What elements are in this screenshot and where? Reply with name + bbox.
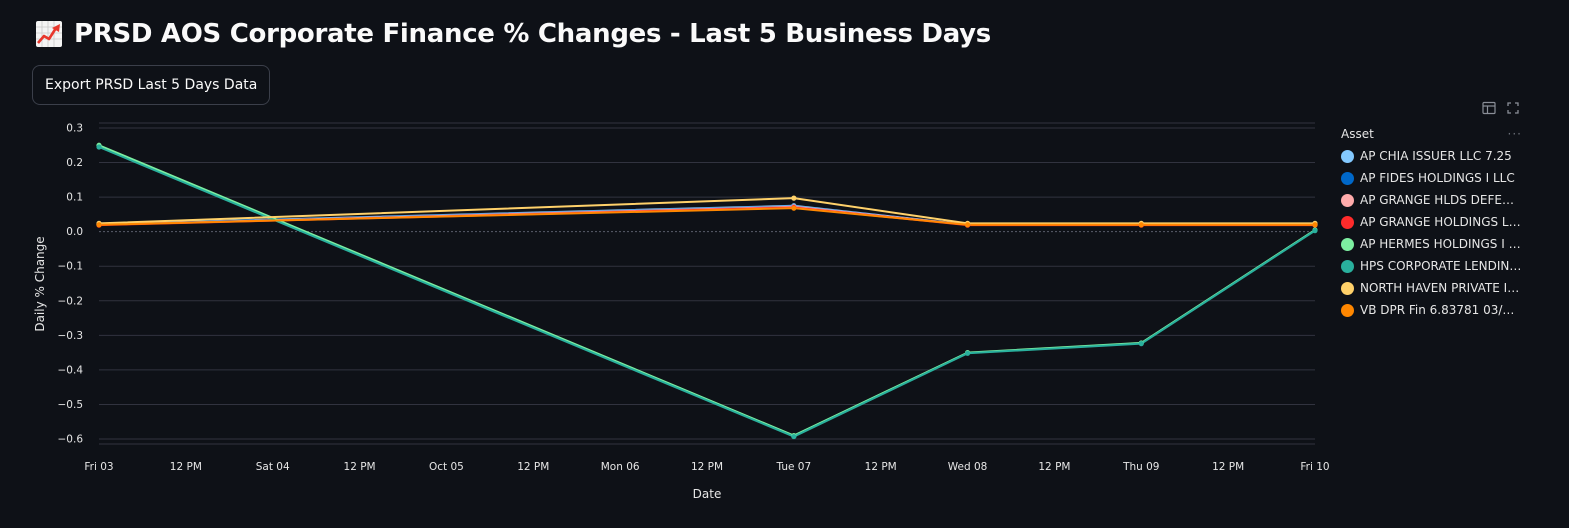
y-axis-title: Daily % Change bbox=[33, 236, 47, 331]
x-tick-label: 12 PM bbox=[1212, 461, 1244, 473]
legend-swatch bbox=[1341, 303, 1354, 317]
export-data-button[interactable]: Export PRSD Last 5 Days Data bbox=[32, 65, 271, 105]
legend-label: HPS CORPORATE LENDING FUND bbox=[1360, 259, 1522, 273]
x-tick-label: 12 PM bbox=[691, 461, 723, 473]
y-tick-label: −0.1 bbox=[58, 261, 84, 273]
series-line-ap-hermes-holdings-i-llc[interactable] bbox=[98, 144, 1316, 437]
y-tick-label: 0.0 bbox=[66, 226, 83, 238]
legend-swatch bbox=[1341, 237, 1354, 251]
page-header: PRSD AOS Corporate Finance % Changes - L… bbox=[34, 14, 991, 54]
y-tick-label: −0.5 bbox=[58, 399, 84, 411]
x-tick-label: 12 PM bbox=[344, 461, 376, 473]
x-tick-label: Mon 06 bbox=[601, 461, 640, 473]
legend-label: NORTH HAVEN PRIVATE INCOME bbox=[1360, 281, 1522, 295]
legend-item[interactable]: AP GRANGE HLDS DEFERRED bbox=[1341, 189, 1526, 211]
data-point-hps-corporate-lending-fund[interactable] bbox=[791, 433, 797, 440]
legend-item[interactable]: AP HERMES HOLDINGS I LLC bbox=[1341, 233, 1526, 255]
data-point-vb-dpr-fin-6-83781-03-15-2030[interactable] bbox=[96, 222, 102, 228]
y-tick-label: 0.1 bbox=[66, 192, 83, 204]
x-tick-label: 12 PM bbox=[517, 461, 549, 473]
legend-label: AP HERMES HOLDINGS I LLC bbox=[1360, 237, 1522, 251]
x-tick-label: Fri 03 bbox=[84, 461, 113, 473]
y-tick-label: −0.2 bbox=[58, 295, 84, 307]
x-tick-label: Wed 08 bbox=[948, 461, 988, 473]
legend-swatch bbox=[1341, 215, 1354, 229]
legend-item[interactable]: AP GRANGE HOLDINGS LLC bbox=[1341, 211, 1526, 233]
x-tick-label: 12 PM bbox=[1038, 461, 1070, 473]
chart-legend: Asset ··· AP CHIA ISSUER LLC 7.25 AP FIDE… bbox=[1341, 127, 1526, 321]
legend-label: AP GRANGE HOLDINGS LLC bbox=[1360, 215, 1522, 229]
legend-label: AP FIDES HOLDINGS I LLC bbox=[1360, 171, 1515, 185]
data-point-hps-corporate-lending-fund[interactable] bbox=[96, 144, 102, 150]
legend-label: VB DPR Fin 6.83781 03/15/2030 bbox=[1360, 303, 1522, 317]
y-tick-label: −0.3 bbox=[58, 330, 84, 342]
series-line-hps-corporate-lending-fund[interactable] bbox=[98, 146, 1316, 438]
chart-increasing-icon bbox=[34, 19, 64, 49]
table-icon[interactable] bbox=[1482, 101, 1498, 117]
x-axis-title: Date bbox=[693, 487, 722, 501]
legend-item[interactable]: NORTH HAVEN PRIVATE INCOME bbox=[1341, 277, 1526, 299]
data-point-hps-corporate-lending-fund[interactable] bbox=[1138, 341, 1144, 347]
legend-swatch bbox=[1341, 193, 1354, 207]
legend-item[interactable]: AP CHIA ISSUER LLC 7.25 bbox=[1341, 145, 1526, 167]
y-tick-label: −0.4 bbox=[58, 364, 84, 376]
legend-swatch bbox=[1341, 171, 1354, 185]
data-point-hps-corporate-lending-fund[interactable] bbox=[964, 350, 971, 356]
legend-item[interactable]: AP FIDES HOLDINGS I LLC bbox=[1341, 167, 1526, 189]
fullscreen-icon[interactable] bbox=[1506, 101, 1522, 117]
data-point-vb-dpr-fin-6-83781-03-15-2030[interactable] bbox=[791, 205, 797, 211]
y-tick-label: 0.2 bbox=[66, 157, 83, 169]
x-tick-label: Sat 04 bbox=[256, 461, 290, 473]
y-tick-label: −0.6 bbox=[58, 434, 84, 446]
x-tick-label: 12 PM bbox=[865, 461, 897, 473]
legend-label: AP GRANGE HLDS DEFERRED bbox=[1360, 193, 1522, 207]
x-tick-label: Oct 05 bbox=[429, 461, 464, 473]
x-tick-label: 12 PM bbox=[170, 461, 202, 473]
legend-title: Asset bbox=[1341, 127, 1374, 141]
data-point-hps-corporate-lending-fund[interactable] bbox=[1312, 228, 1318, 234]
data-point-vb-dpr-fin-6-83781-03-15-2030[interactable] bbox=[964, 222, 971, 228]
x-tick-label: Fri 10 bbox=[1300, 461, 1329, 473]
x-tick-label: Tue 07 bbox=[776, 461, 812, 473]
legend-item[interactable]: VB DPR Fin 6.83781 03/15/2030 bbox=[1341, 299, 1526, 321]
data-point-north-haven-private-income[interactable] bbox=[791, 195, 797, 201]
data-point-vb-dpr-fin-6-83781-03-15-2030[interactable] bbox=[1138, 222, 1144, 228]
legend-item[interactable]: HPS CORPORATE LENDING FUND bbox=[1341, 255, 1526, 277]
x-tick-label: Thu 09 bbox=[1122, 461, 1159, 473]
legend-swatch bbox=[1341, 149, 1354, 163]
legend-swatch bbox=[1341, 259, 1354, 273]
legend-swatch bbox=[1341, 281, 1354, 295]
legend-label: AP CHIA ISSUER LLC 7.25 bbox=[1360, 149, 1512, 163]
legend-more-icon[interactable]: ··· bbox=[1507, 127, 1522, 141]
data-point-vb-dpr-fin-6-83781-03-15-2030[interactable] bbox=[1312, 222, 1318, 228]
y-tick-label: 0.3 bbox=[66, 123, 83, 135]
page-title: PRSD AOS Corporate Finance % Changes - L… bbox=[74, 19, 991, 49]
